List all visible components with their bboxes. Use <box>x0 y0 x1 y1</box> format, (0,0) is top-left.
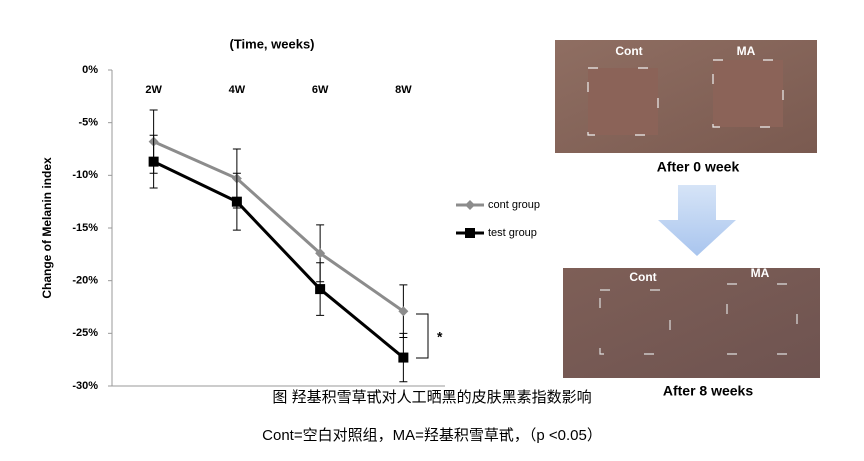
chart-title: (Time, weeks) <box>229 36 314 51</box>
legend-marker <box>465 228 475 238</box>
y-tick-label: -25% <box>72 327 98 339</box>
x-tick-label: 4W <box>229 84 246 96</box>
marker <box>315 284 326 295</box>
caption: 图 羟基积雪草甙对人工晒黑的皮肤黑素指数影响 <box>272 389 591 406</box>
patch <box>726 283 798 355</box>
y-tick-label: -20% <box>72 275 98 287</box>
caption: Cont=空白对照组，MA=羟基积雪草甙，（p <0.05） <box>262 427 602 444</box>
legend-marker <box>465 200 475 210</box>
photo-after <box>563 268 820 378</box>
patch <box>712 59 784 128</box>
marker <box>398 306 409 317</box>
patch <box>587 67 659 136</box>
y-axis-label: Change of Melanin index <box>40 157 54 299</box>
photo-label: Cont <box>615 44 642 58</box>
marker <box>148 156 159 167</box>
legend-label: test group <box>488 227 537 239</box>
y-tick-label: -10% <box>72 169 98 181</box>
x-tick-label: 2W <box>145 84 162 96</box>
y-tick-label: -15% <box>72 222 98 234</box>
photo-caption: After 8 weeks <box>663 383 753 399</box>
y-tick-label: -5% <box>78 117 98 129</box>
marker <box>231 196 242 207</box>
series-line <box>153 140 405 313</box>
x-tick-label: 8W <box>395 84 412 96</box>
photo-label: MA <box>751 266 770 280</box>
photo-label: Cont <box>629 270 656 284</box>
marker <box>315 248 326 259</box>
photo-caption: After 0 week <box>657 159 740 175</box>
arrow <box>658 185 736 256</box>
y-tick-label: -30% <box>72 380 98 392</box>
x-tick-label: 6W <box>312 84 329 96</box>
photo-label: MA <box>737 44 756 58</box>
marker <box>398 352 409 363</box>
legend-label: cont group <box>488 199 540 211</box>
y-tick-label: 0% <box>82 64 98 76</box>
patch <box>599 289 671 355</box>
significance-bracket <box>416 313 429 359</box>
annotation: * <box>437 329 443 345</box>
series-line <box>152 160 405 359</box>
